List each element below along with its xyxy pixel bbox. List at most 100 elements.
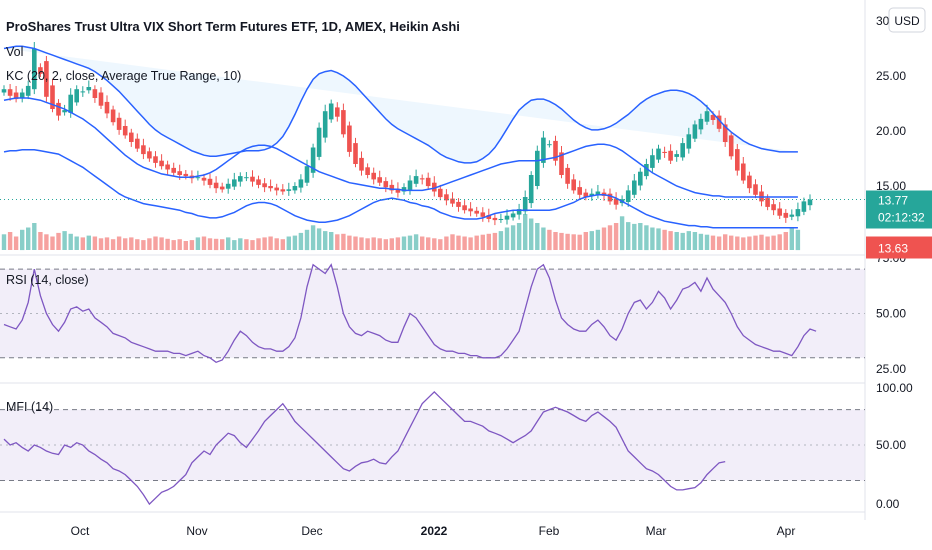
candle-body xyxy=(304,166,310,183)
volume-bar xyxy=(783,232,788,250)
volume-bar xyxy=(123,238,128,250)
volume-bar xyxy=(310,225,316,251)
volume-bar xyxy=(777,234,782,250)
candle-body xyxy=(710,115,716,120)
candle-body xyxy=(528,175,534,204)
volume-bar xyxy=(444,236,449,250)
candle-body xyxy=(25,85,31,96)
volume-bar xyxy=(498,231,504,250)
candle-body xyxy=(650,155,655,168)
candle-body xyxy=(322,111,328,138)
volume-bar xyxy=(698,233,704,250)
volume-bar xyxy=(723,234,728,250)
volume-bar xyxy=(523,214,528,250)
price-tick-label: 25.00 xyxy=(876,69,906,83)
candle-body xyxy=(44,61,49,97)
mfi-tick-label: 0.00 xyxy=(876,497,900,511)
candle-body xyxy=(468,208,473,212)
candle-body xyxy=(541,137,546,163)
kc-upper-line xyxy=(3,45,798,164)
candle-body xyxy=(286,189,292,191)
candle-body xyxy=(613,198,619,205)
time-tick-label: 2022 xyxy=(421,524,448,538)
keltner-indicator-label[interactable]: KC (20, 2, close, Average True Range, 10… xyxy=(6,69,241,83)
candle-body xyxy=(110,109,116,123)
volume-bar xyxy=(626,222,631,250)
candle-body xyxy=(341,110,346,135)
last-price-box xyxy=(866,190,932,229)
currency-button-box[interactable] xyxy=(888,7,926,33)
currency-label[interactable]: USD xyxy=(894,14,920,28)
kc-middle-line xyxy=(3,97,798,198)
candle-body xyxy=(492,217,498,221)
volume-bar xyxy=(547,229,552,251)
volume-bar xyxy=(347,235,352,250)
volume-bar xyxy=(407,235,413,250)
volume-bar xyxy=(492,232,498,250)
volume-indicator-label[interactable]: Vol xyxy=(6,45,23,59)
volume-bar xyxy=(341,233,346,250)
volume-bar xyxy=(286,236,291,250)
volume-bar xyxy=(607,225,613,251)
volume-bar xyxy=(98,238,104,250)
currency-button[interactable]: USD xyxy=(888,7,926,33)
candle-body xyxy=(559,152,564,175)
candle-body xyxy=(413,176,419,184)
volume-bar xyxy=(244,239,249,250)
volume-bar xyxy=(638,223,643,250)
mfi-line xyxy=(3,390,726,506)
candle-body xyxy=(765,198,770,207)
candle-body xyxy=(86,87,92,91)
candle-body xyxy=(486,215,492,219)
candle-body xyxy=(535,150,540,186)
pane-separators xyxy=(0,0,866,520)
header: ProShares Trust Ultra VIX Short Term Fut… xyxy=(6,19,460,414)
volume-bar xyxy=(7,232,13,250)
candle-body xyxy=(1,89,7,93)
candle-body xyxy=(777,208,782,216)
volume-bar xyxy=(323,231,328,250)
candle-body xyxy=(456,201,461,207)
candle-body xyxy=(80,91,86,93)
volume-bar xyxy=(183,241,188,250)
candle-body xyxy=(656,148,661,160)
candle-body xyxy=(213,182,219,189)
candle-body xyxy=(153,156,158,163)
volume-bar xyxy=(38,232,43,250)
volume-bar xyxy=(589,231,594,250)
volume-bar xyxy=(395,237,401,250)
candle-body xyxy=(7,89,13,96)
candle-body xyxy=(692,124,698,139)
candle-body xyxy=(419,178,425,180)
candle-body xyxy=(68,94,73,113)
volume-bar xyxy=(601,227,607,250)
volume-bar xyxy=(232,240,237,250)
time-tick-label: Nov xyxy=(186,524,207,538)
volume-bar xyxy=(195,237,201,250)
candle-body xyxy=(383,181,389,188)
candle-body xyxy=(250,176,255,182)
candle-body xyxy=(498,219,504,220)
candle-body xyxy=(280,189,286,192)
volume-bar xyxy=(389,238,394,250)
candle-body xyxy=(38,67,43,74)
volume-bar xyxy=(274,238,279,250)
mfi-indicator-label[interactable]: MFI (14) xyxy=(6,400,53,414)
volume-bar xyxy=(44,234,49,250)
candle-body xyxy=(92,89,98,98)
kc-band-fill xyxy=(4,46,798,163)
candle-body xyxy=(104,101,110,114)
volume-bar xyxy=(153,236,158,250)
candle-body xyxy=(401,187,407,192)
candle-body xyxy=(583,192,589,197)
mfi-tick-label: 50.00 xyxy=(876,438,906,452)
volume-bar xyxy=(583,232,588,250)
volume-bar xyxy=(413,234,419,250)
candle-body xyxy=(195,177,201,179)
rsi-tick-label: 25.00 xyxy=(876,362,906,376)
candle-body xyxy=(686,134,692,149)
rsi-indicator-label[interactable]: RSI (14, close) xyxy=(6,273,89,287)
volume-bar xyxy=(486,233,491,250)
candle-body xyxy=(668,150,673,161)
